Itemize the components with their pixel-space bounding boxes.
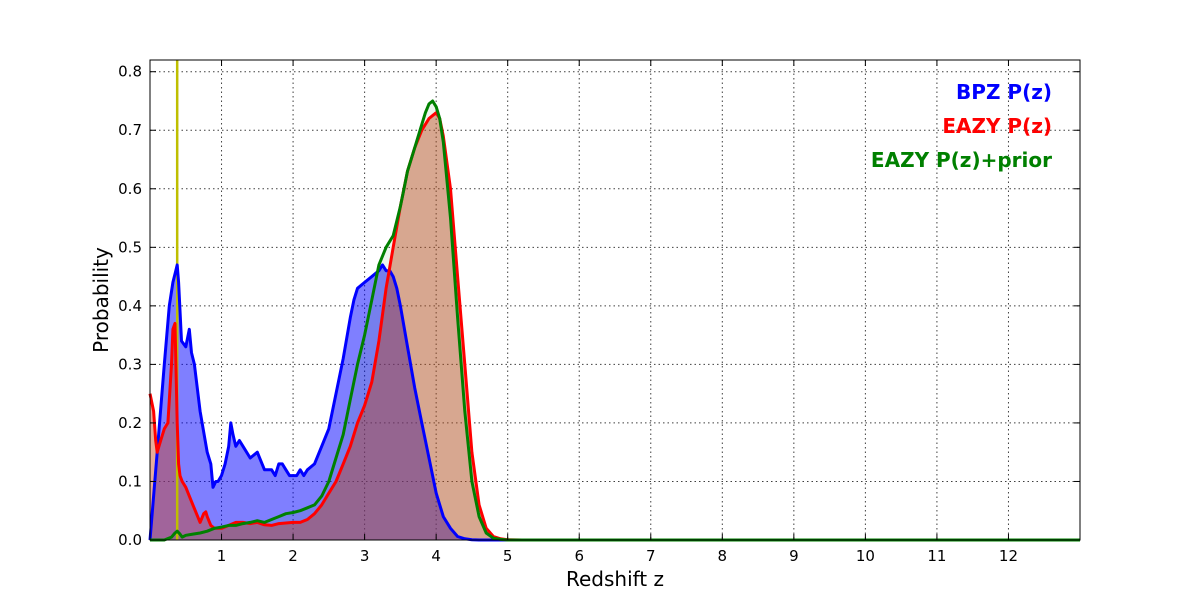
x-tick-label: 6 bbox=[574, 547, 584, 565]
x-tick-label: 5 bbox=[503, 547, 513, 565]
axis-ticks: 1 2 3 4 5 6 7 8 9 10 11 120.00.10.20.30.40.50.60.70… bbox=[118, 60, 1080, 565]
y-axis-label: Probability bbox=[89, 247, 113, 353]
x-tick-label: 3 bbox=[360, 547, 370, 565]
legend: BPZ P(z) EAZY P(z) EAZY P(z)+prior bbox=[871, 80, 1052, 172]
y-tick-label: 0.8 bbox=[118, 63, 142, 81]
legend-bpz: BPZ P(z) bbox=[956, 80, 1052, 104]
series-line-0 bbox=[148, 263, 1080, 542]
series-fill-1 bbox=[150, 112, 1080, 540]
x-tick-label: 11 bbox=[927, 547, 946, 565]
x-tick-label: 12 bbox=[999, 547, 1018, 565]
x-tick-label: 8 bbox=[718, 547, 728, 565]
x-tick-label: 10 bbox=[856, 547, 875, 565]
y-tick-label: 0.2 bbox=[118, 414, 142, 432]
x-tick-label: 7 bbox=[646, 547, 656, 565]
grid bbox=[150, 60, 1080, 540]
series-lines bbox=[148, 99, 1080, 542]
y-tick-label: 0.7 bbox=[118, 121, 142, 139]
plot-frame bbox=[149, 59, 1081, 541]
y-tick-label: 0.3 bbox=[118, 355, 142, 373]
y-tick-label: 0.1 bbox=[118, 472, 142, 490]
x-axis-label: Redshift z bbox=[566, 567, 664, 591]
x-tick-label: 1 bbox=[217, 547, 227, 565]
series-fill-2 bbox=[150, 101, 1080, 540]
legend-eazy-prior: EAZY P(z)+prior bbox=[871, 148, 1052, 172]
series-line-2 bbox=[150, 99, 1080, 542]
y-tick-label: 0.4 bbox=[118, 297, 142, 315]
x-tick-label: 2 bbox=[288, 547, 298, 565]
y-tick-label: 0.6 bbox=[118, 180, 142, 198]
series-fill-0 bbox=[150, 264, 1080, 540]
y-tick-label: 0.0 bbox=[118, 531, 142, 549]
series-fills bbox=[150, 101, 1080, 540]
x-tick-label: 4 bbox=[431, 547, 441, 565]
series-line-1 bbox=[148, 111, 1080, 542]
x-tick-label: 9 bbox=[789, 547, 799, 565]
y-tick-label: 0.5 bbox=[118, 238, 142, 256]
legend-eazy: EAZY P(z) bbox=[942, 114, 1052, 138]
